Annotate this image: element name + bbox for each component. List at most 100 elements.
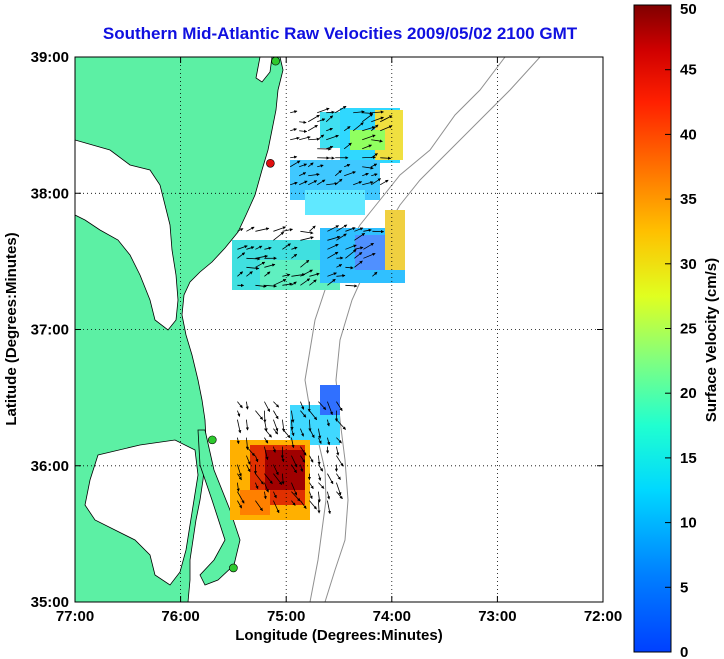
velocity-arrow <box>299 129 308 133</box>
velocity-arrow <box>255 284 267 288</box>
velocity-arrow <box>362 166 374 170</box>
velocity-arrow <box>264 401 271 413</box>
y-axis-ticks: 39:00 38:00 37:00 36:00 35:00 <box>31 49 603 611</box>
velocity-arrow <box>291 500 296 506</box>
velocity-arrow <box>309 428 315 439</box>
velocity-arrow <box>246 226 255 232</box>
velocity-arrow <box>354 227 364 232</box>
velocity-arrow <box>264 246 272 250</box>
velocity-arrow <box>336 401 343 412</box>
velocity-arrow <box>336 419 346 430</box>
velocity-arrow <box>353 110 365 114</box>
radar-station-marker <box>207 435 217 445</box>
velocity-arrow <box>291 491 301 502</box>
velocity-arrow <box>300 401 305 410</box>
velocity-arrow <box>336 482 342 496</box>
y-tick-label: 37:00 <box>31 322 69 339</box>
velocity-arrow <box>273 491 277 499</box>
velocity-arrow <box>290 136 300 141</box>
velocity-arrow <box>370 178 382 186</box>
velocity-arrow <box>300 500 307 509</box>
velocity-arrow <box>237 401 243 409</box>
velocity-arrow <box>317 118 326 123</box>
velocity-arrow <box>300 428 304 437</box>
velocity-arrow <box>237 419 242 434</box>
velocity-arrow <box>379 179 389 186</box>
velocity-arrow <box>380 125 393 132</box>
velocity-arrow <box>363 252 376 259</box>
velocity-arrow <box>327 401 333 416</box>
velocity-arrow <box>309 491 313 500</box>
velocity-arrow <box>300 446 307 456</box>
velocity-arrow <box>363 242 374 250</box>
colorbar <box>633 4 672 653</box>
velocity-arrow <box>245 419 249 431</box>
velocity-arrow <box>263 491 267 500</box>
velocity-arrow <box>299 120 307 124</box>
velocity-arrow <box>236 437 240 445</box>
velocity-arrow <box>281 455 285 463</box>
velocity-arrow <box>290 181 298 186</box>
velocity-arrow <box>345 249 357 259</box>
velocity-arrow <box>290 155 298 159</box>
velocity-arrow <box>245 401 249 410</box>
velocity-arrow <box>336 264 343 268</box>
x-tick-label: 76:00 <box>161 608 199 625</box>
velocity-arrow <box>318 437 322 445</box>
velocity-arrow <box>291 273 306 277</box>
velocity-arrow <box>371 163 378 168</box>
velocity-arrow <box>255 254 269 259</box>
velocity-arrow <box>282 273 291 277</box>
colorbar-tick-label: 5 <box>680 579 688 596</box>
velocity-arrow <box>309 482 314 490</box>
velocity-arrow <box>300 410 307 418</box>
velocity-arrow <box>290 128 298 132</box>
velocity-arrow <box>264 428 272 438</box>
velocity-arrow <box>354 233 366 241</box>
velocity-arrow <box>255 482 259 490</box>
velocity-arrow <box>327 225 340 232</box>
velocity-arrow <box>343 142 352 150</box>
velocity-arrow <box>327 473 334 485</box>
pamlico-sound <box>84 439 199 586</box>
velocity-arrow <box>291 482 298 496</box>
velocity-arrow <box>336 473 341 481</box>
velocity-arrow <box>363 228 372 232</box>
velocity-arrow <box>345 266 354 270</box>
colorbar-tick-label: 15 <box>680 450 697 467</box>
colorbar-tick-label: 40 <box>680 126 697 143</box>
velocity-arrow <box>352 122 364 132</box>
velocity-arrow <box>291 246 298 250</box>
velocity-arrow <box>291 428 295 437</box>
x-tick-label: 74:00 <box>373 608 411 625</box>
velocity-arrow <box>309 225 316 232</box>
velocity-arrow <box>237 491 245 504</box>
velocity-arrow <box>255 227 270 232</box>
velocity-arrow <box>308 180 318 186</box>
velocity-arrow <box>273 231 285 241</box>
velocity-arrow <box>318 473 322 481</box>
velocity-arrow <box>291 455 298 468</box>
velocity-arrow <box>246 246 255 250</box>
velocity-arrow <box>327 251 339 259</box>
velocity-arrow <box>281 473 285 485</box>
velocity-arrow <box>309 410 318 421</box>
velocity-arrow <box>380 156 392 160</box>
velocity-arrow <box>345 227 356 232</box>
velocity-arrow <box>300 236 314 241</box>
velocity-arrow <box>371 116 384 123</box>
velocity-arrow <box>300 269 313 277</box>
velocity-arrow <box>264 482 269 493</box>
velocity-arrow <box>282 243 291 250</box>
velocity-arrow <box>336 233 347 241</box>
velocity-arrow <box>336 491 343 500</box>
colorbar-tick-label: 45 <box>680 62 697 79</box>
velocity-arrow <box>246 464 251 473</box>
velocity-arrow <box>327 235 341 241</box>
outer-banks <box>197 429 241 586</box>
velocity-arrow <box>264 437 269 444</box>
velocity-arrow <box>336 437 342 444</box>
velocity-arrow <box>317 164 324 168</box>
velocity-arrow <box>264 284 277 288</box>
velocity-arrow <box>327 500 332 515</box>
